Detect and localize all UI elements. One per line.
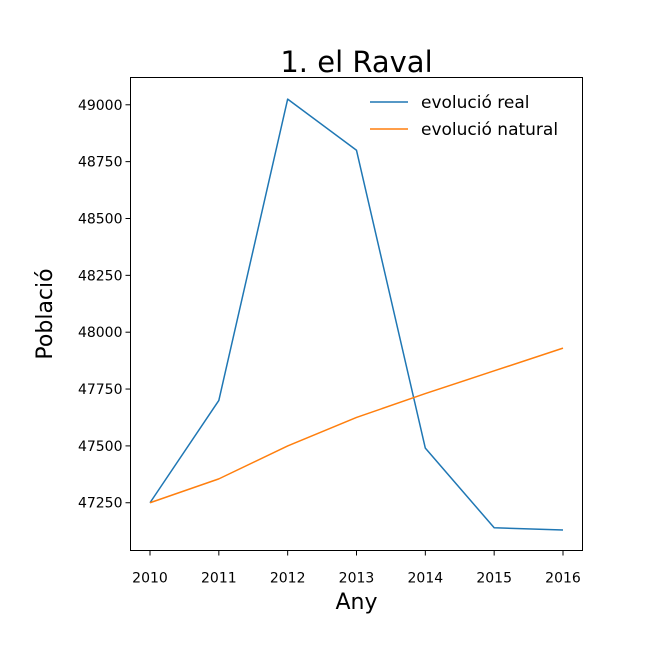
y-tick-label: 48000	[78, 325, 123, 341]
y-tick-label: 49000	[78, 98, 123, 114]
y-axis-title: Població	[33, 268, 58, 359]
y-tick-label: 47250	[78, 496, 123, 512]
y-axis: 47250 47500 47750 48000 48250 48500 48750 49000	[78, 98, 131, 512]
series-line-1	[149, 98, 564, 531]
x-tick-label: 2016	[545, 571, 581, 587]
x-axis-title: Any	[335, 590, 377, 615]
series-layer	[149, 98, 564, 531]
plot-frame	[130, 77, 583, 551]
x-tick-label: 2010	[132, 571, 168, 587]
y-tick-label: 47500	[78, 439, 123, 455]
x-axis: 2010 2011 2012 2013 2014 2015 2016	[132, 550, 581, 587]
x-tick-label: 2013	[339, 571, 375, 587]
y-tick-label: 48750	[78, 155, 123, 171]
x-tick-label: 2015	[476, 571, 512, 587]
y-tick-label: 48250	[78, 268, 123, 284]
x-tick-label: 2012	[270, 571, 306, 587]
legend-label: evolució natural	[421, 120, 558, 140]
x-tick-label: 2014	[408, 571, 444, 587]
y-tick-label: 48500	[78, 211, 123, 227]
series-line-2	[149, 347, 564, 504]
x-tick-label: 2011	[201, 571, 237, 587]
chart-title: 1. el Raval	[280, 45, 432, 79]
y-tick-label: 47750	[78, 382, 123, 398]
legend: evolució real evolució natural	[370, 93, 558, 140]
legend-label: evolució real	[421, 93, 530, 113]
